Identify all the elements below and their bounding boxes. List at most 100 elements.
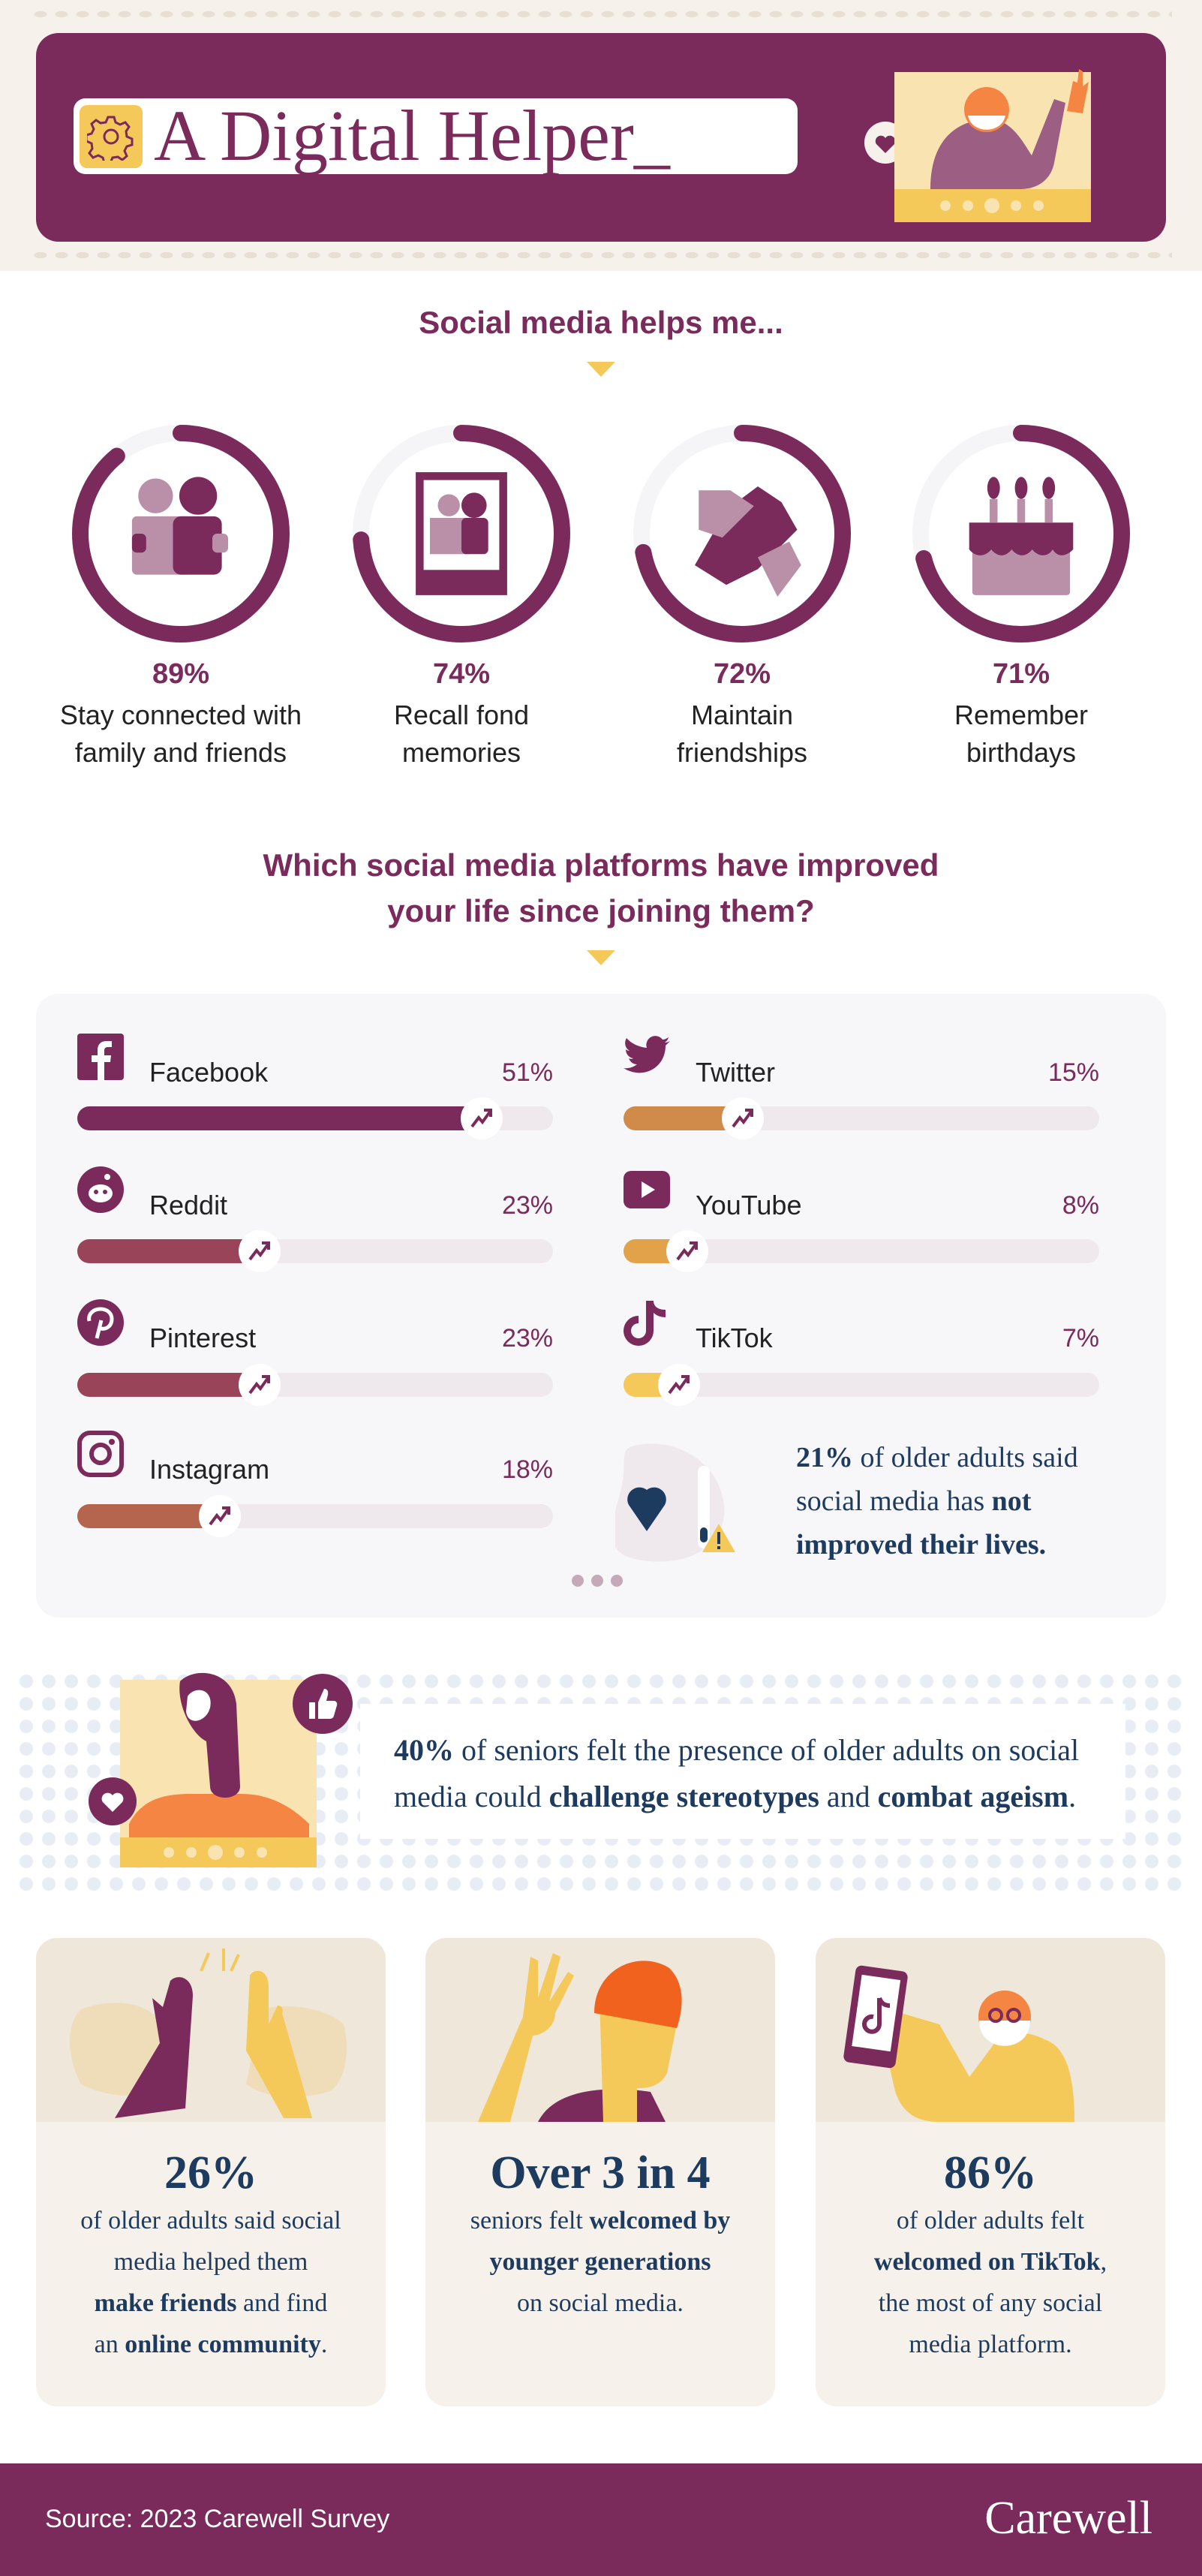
notice-line: social media has not (796, 1485, 1031, 1518)
footer (0, 2463, 1202, 2576)
platform-icon (77, 1431, 124, 1481)
card-text-line: welcomed on TikTok, (816, 2241, 1165, 2283)
emphasis-text: 21% (796, 1442, 853, 1473)
pinterest-icon (77, 1299, 124, 1346)
card-text-line: media helped them (36, 2241, 386, 2283)
stat-label-line: birthdays (966, 737, 1077, 768)
text-segment: the most of any social (878, 2289, 1103, 2317)
stat-percent: 72% (713, 658, 771, 690)
emphasis-text: combat ageism (877, 1780, 1069, 1813)
bar-fill-facebook (77, 1106, 482, 1130)
platform-name: TikTok (696, 1323, 773, 1353)
section-heading-line: Which social media platforms have improv… (263, 847, 939, 883)
tiktok-icon (624, 1301, 666, 1346)
notice-line: improved their lives. (796, 1528, 1046, 1561)
gear-icon (80, 105, 143, 168)
platform-icon (77, 1034, 124, 1084)
stat-label-line: family and friends (74, 737, 287, 768)
emphasis-text: online community (125, 2331, 321, 2358)
senior-with-phone-illustration (843, 1965, 1074, 2122)
trend-up-icon (239, 1230, 281, 1272)
text-segment: an (94, 2331, 125, 2358)
ageism-text-bg (360, 1704, 1125, 1839)
ring-arc (912, 425, 1130, 642)
platform-name: Twitter (696, 1057, 776, 1088)
stat-label-line: memories (401, 737, 521, 768)
decorative-dots (30, 9, 1172, 20)
page-title: A Digital Helper_ (154, 95, 670, 176)
platform-percent: 7% (1062, 1324, 1099, 1353)
card-text-line: of older adults said social (36, 2200, 386, 2241)
card-text-line: of older adults felt (816, 2200, 1165, 2241)
ageism-text-line: media could challenge stereotypes and co… (394, 1779, 1076, 1814)
birthday-cake-icon (969, 477, 1074, 595)
card-text-line: younger generations (425, 2241, 775, 2283)
emphasis-text: make friends (94, 2289, 237, 2317)
text-segment: , (1100, 2248, 1107, 2276)
tiktok-icon (862, 1997, 891, 2034)
platform-icon (624, 1166, 670, 1217)
photo-frame-icon (416, 472, 507, 595)
text-segment: . (320, 2331, 328, 2358)
platform-name: Pinterest (149, 1323, 257, 1353)
people-hugging-icon (131, 477, 228, 575)
reddit-icon (77, 1166, 124, 1213)
senior-profile-illustration (89, 1672, 353, 1867)
text-segment: of seniors felt the presence of older ad… (454, 1733, 1080, 1767)
heart-icon (875, 135, 896, 153)
platform-percent: 18% (501, 1455, 553, 1484)
text-segment: media helped them (113, 2248, 308, 2276)
heart-icon (101, 1792, 124, 1812)
text-segment: . (1068, 1780, 1077, 1813)
handshake-icon (695, 486, 801, 597)
trend-up-icon (657, 1364, 700, 1406)
platform-icon (77, 1166, 124, 1217)
emphasis-text: 40% (394, 1733, 454, 1767)
stat-ring (901, 414, 1141, 654)
platform-name: Instagram (149, 1454, 270, 1485)
text-segment: media could (394, 1780, 549, 1813)
stat-card (425, 1938, 775, 2406)
decorative-dots (30, 250, 1172, 260)
card-text-line: the most of any social (816, 2283, 1165, 2324)
text-segment: and (819, 1780, 878, 1813)
platform-name: YouTube (696, 1190, 802, 1220)
bar-fill-instagram (77, 1504, 221, 1528)
trend-up-icon (199, 1495, 242, 1537)
text-segment: of older adults felt (896, 2207, 1085, 2234)
card-text-line: media platform. (816, 2324, 1165, 2365)
heart-thermometer-warning-icon (615, 1443, 735, 1562)
text-segment: media platform. (909, 2331, 1072, 2358)
card-text-line: an online community. (36, 2324, 386, 2365)
platform-percent: 23% (501, 1324, 553, 1353)
stat-ring (622, 414, 862, 654)
dot (572, 1575, 584, 1587)
pagination-dots (572, 1575, 623, 1587)
waving-senior-illustration (864, 69, 1091, 222)
high-five-illustration (70, 1949, 347, 2118)
bar-track (624, 1373, 1099, 1397)
waving-young-person-illustration (478, 1953, 682, 2122)
instagram-icon (77, 1431, 124, 1477)
card-stat: Over 3 in 4 (490, 2147, 711, 2198)
source-text: Source: 2023 Carewell Survey (45, 2505, 390, 2533)
dot (591, 1575, 603, 1587)
bar-fill-pinterest (77, 1373, 260, 1397)
section-heading: Social media helps me... (419, 305, 783, 340)
platform-percent: 51% (501, 1058, 553, 1087)
stat-label-line: Remember (954, 700, 1089, 730)
section-heading-line: your life since joining them? (387, 893, 815, 928)
platform-icon (624, 1299, 670, 1350)
card-text-line: make friends and find (36, 2283, 386, 2324)
platform-percent: 8% (1062, 1191, 1099, 1220)
card-text-line: seniors felt welcomed by (425, 2200, 775, 2241)
platform-name: Reddit (149, 1190, 228, 1220)
bar-fill-reddit (77, 1239, 260, 1263)
platform-percent: 23% (501, 1191, 553, 1220)
triangle-pointer-icon (587, 362, 615, 377)
emphasis-text: not (991, 1485, 1032, 1517)
brand-logo: Carewell (984, 2493, 1152, 2544)
text-segment: social media has (796, 1485, 992, 1517)
stat-percent: 89% (152, 658, 210, 690)
title-box (74, 98, 798, 174)
